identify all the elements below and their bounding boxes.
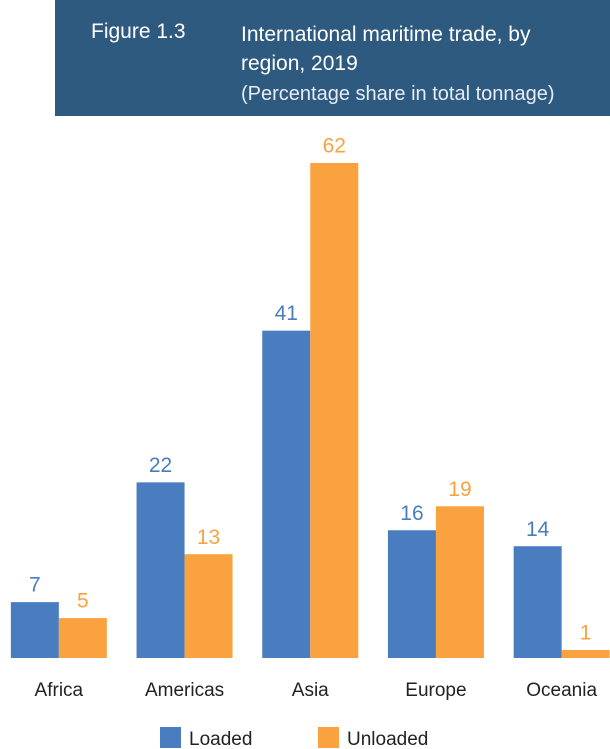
value-label: 16 — [400, 502, 423, 525]
legend-swatch — [160, 727, 181, 748]
bar — [561, 650, 610, 658]
value-label: 22 — [149, 454, 172, 477]
header: Figure 1.3 International maritime trade,… — [55, 0, 610, 116]
bar — [10, 602, 59, 658]
bar — [310, 163, 359, 658]
x-tick-label: Africa — [35, 680, 84, 701]
value-label: 14 — [526, 518, 550, 541]
bar — [184, 554, 233, 658]
legend-label: Unloaded — [347, 729, 428, 749]
value-label: 19 — [448, 478, 471, 501]
bar — [513, 546, 562, 658]
value-label: 7 — [29, 574, 41, 597]
x-tick-label: Americas — [145, 680, 224, 701]
value-label: 1 — [580, 622, 592, 645]
value-label: 13 — [197, 526, 220, 549]
bar — [387, 530, 436, 658]
value-label: 41 — [275, 302, 298, 325]
bar — [136, 482, 185, 658]
x-tick-label: Oceania — [526, 680, 597, 701]
legend-swatch — [318, 727, 339, 748]
bar — [435, 506, 484, 658]
bar — [58, 618, 107, 658]
bar — [262, 330, 311, 658]
figure-number: Figure 1.3 — [91, 20, 186, 43]
value-label: 62 — [323, 135, 346, 158]
chart-subtitle: (Percentage share in total tonnage) — [241, 83, 555, 105]
x-tick-label: Europe — [405, 680, 466, 701]
chart-title: International maritime trade, by region,… — [241, 23, 531, 75]
value-label: 5 — [77, 590, 89, 613]
legend-label: Loaded — [189, 729, 252, 749]
x-tick-label: Asia — [292, 680, 329, 701]
